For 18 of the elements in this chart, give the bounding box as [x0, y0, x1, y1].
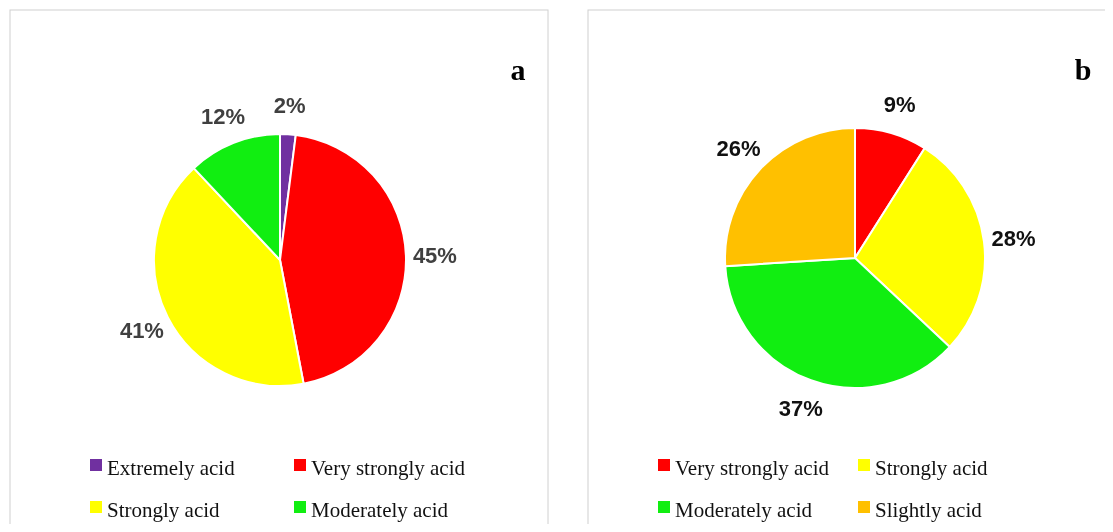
legend-label: Slightly acid — [875, 498, 983, 523]
chart-title: a — [510, 53, 526, 86]
data-label: 2% — [273, 93, 306, 119]
data-label: 12% — [200, 103, 245, 129]
data-label: 37% — [778, 396, 823, 422]
legend-label: Moderately acid — [675, 498, 813, 523]
legend-label: Very strongly acid — [675, 456, 830, 481]
data-label: 26% — [716, 136, 761, 162]
data-label: 28% — [991, 225, 1036, 251]
chart-title: b — [1074, 53, 1092, 86]
legend-label: Very strongly acid — [311, 456, 466, 481]
data-label: 41% — [119, 318, 164, 344]
data-label: 9% — [883, 92, 916, 118]
data-label: 45% — [412, 242, 457, 268]
legend-label: Moderately acid — [311, 498, 449, 523]
legend-label: Extremely acid — [107, 456, 236, 481]
legend-label: Strongly acid — [107, 498, 221, 523]
legend-label: Strongly acid — [875, 456, 989, 481]
